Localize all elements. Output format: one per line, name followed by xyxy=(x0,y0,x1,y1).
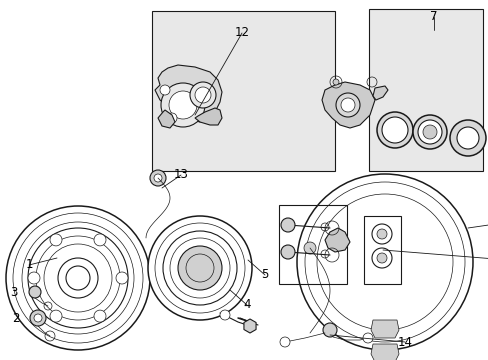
Circle shape xyxy=(29,286,41,298)
Circle shape xyxy=(50,234,62,246)
Circle shape xyxy=(30,310,46,326)
Circle shape xyxy=(281,218,294,232)
Circle shape xyxy=(160,85,170,95)
Circle shape xyxy=(94,234,106,246)
Text: 7: 7 xyxy=(429,10,437,23)
Bar xyxy=(364,216,400,284)
Text: 5: 5 xyxy=(261,269,268,282)
Circle shape xyxy=(148,216,251,320)
Circle shape xyxy=(332,79,338,85)
Circle shape xyxy=(169,91,197,119)
Circle shape xyxy=(66,266,90,290)
Circle shape xyxy=(422,125,436,139)
Text: 14: 14 xyxy=(397,336,412,348)
Polygon shape xyxy=(325,228,349,252)
Circle shape xyxy=(161,83,204,127)
Circle shape xyxy=(220,310,229,320)
Circle shape xyxy=(323,323,336,337)
Circle shape xyxy=(167,113,177,123)
Circle shape xyxy=(340,98,354,112)
Circle shape xyxy=(335,93,359,117)
Text: 1: 1 xyxy=(25,258,33,271)
Bar xyxy=(151,11,334,171)
Circle shape xyxy=(281,245,294,259)
Polygon shape xyxy=(158,110,175,128)
Circle shape xyxy=(178,246,222,290)
Polygon shape xyxy=(370,320,398,338)
Circle shape xyxy=(381,117,407,143)
Text: 3: 3 xyxy=(10,285,18,298)
Polygon shape xyxy=(155,65,222,122)
Polygon shape xyxy=(370,344,398,360)
Circle shape xyxy=(280,337,289,347)
Circle shape xyxy=(34,314,42,322)
Circle shape xyxy=(195,87,210,103)
Circle shape xyxy=(6,206,150,350)
Circle shape xyxy=(304,242,315,254)
Circle shape xyxy=(58,258,98,298)
Polygon shape xyxy=(372,86,387,100)
Circle shape xyxy=(50,310,62,322)
Circle shape xyxy=(190,82,216,108)
Circle shape xyxy=(28,272,40,284)
Text: 4: 4 xyxy=(243,298,250,311)
Circle shape xyxy=(150,170,165,186)
Text: 2: 2 xyxy=(12,311,20,324)
Bar xyxy=(368,9,482,171)
Circle shape xyxy=(456,127,478,149)
Circle shape xyxy=(376,229,386,239)
Circle shape xyxy=(116,272,128,284)
Text: 12: 12 xyxy=(234,27,249,40)
Bar xyxy=(278,205,346,284)
Polygon shape xyxy=(321,82,374,128)
Circle shape xyxy=(94,310,106,322)
Circle shape xyxy=(417,120,441,144)
Circle shape xyxy=(376,253,386,263)
Polygon shape xyxy=(195,108,222,125)
Text: 13: 13 xyxy=(173,168,188,181)
Circle shape xyxy=(376,112,412,148)
Polygon shape xyxy=(244,319,256,333)
Circle shape xyxy=(449,120,485,156)
Circle shape xyxy=(154,174,162,182)
Circle shape xyxy=(412,115,446,149)
Circle shape xyxy=(362,333,372,343)
